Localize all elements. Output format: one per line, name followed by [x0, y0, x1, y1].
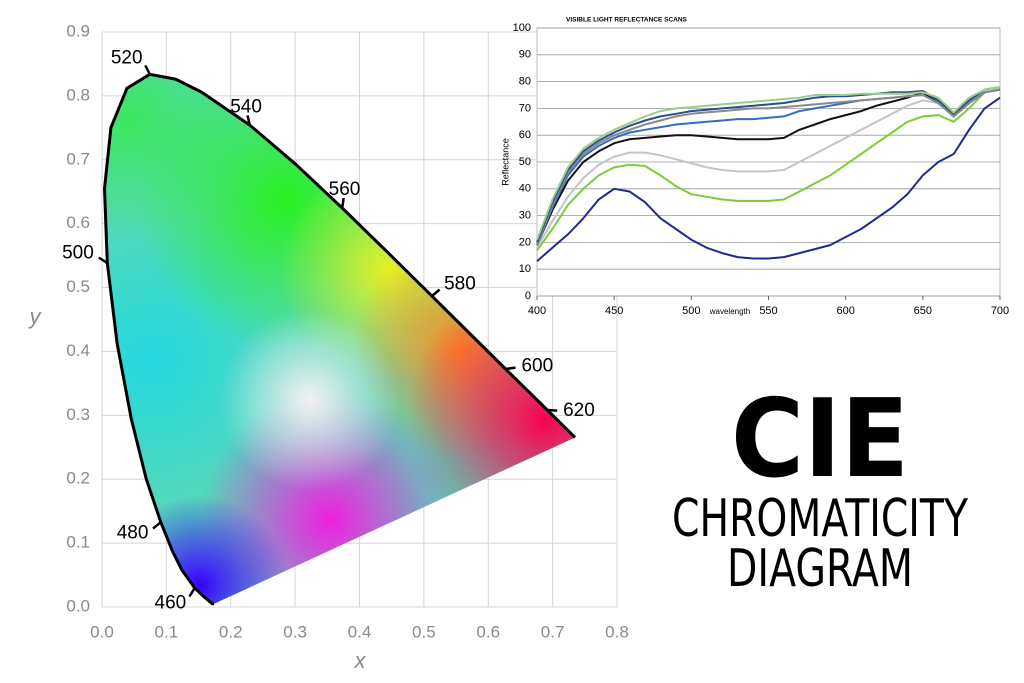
x-tick-label: 0.7: [541, 622, 565, 641]
wavelength-label: 460: [155, 592, 187, 613]
wavelength-tick: [431, 288, 441, 298]
y-tick-label: 0: [525, 290, 531, 302]
wavelength-tick: [152, 521, 162, 530]
y-tick-label: 60: [519, 129, 531, 141]
y-tick-label: 40: [519, 183, 531, 195]
y-tick-label: 90: [519, 49, 531, 61]
x-tick-label: 0.2: [219, 622, 243, 641]
series-line: [536, 86, 1001, 243]
x-tick-label: 650: [914, 305, 932, 317]
x-tick-label: 600: [836, 305, 854, 317]
y-tick-label: 10: [519, 263, 531, 275]
chart-title: VISIBLE LIGHT REFLECTANCE SCANS: [566, 17, 688, 24]
heading-line3: DIAGRAM: [727, 539, 913, 599]
wavelength-label: 600: [521, 355, 553, 376]
x-tick-label: 0.0: [90, 622, 114, 641]
y-tick-label: 0.7: [66, 149, 90, 168]
series-line: [536, 88, 1001, 251]
y-tick-label: 80: [519, 76, 531, 88]
x-tick-label: 0.8: [605, 622, 629, 641]
series-line: [536, 86, 1001, 241]
x-tick-label: 500: [682, 305, 700, 317]
heading-line1: CIE: [731, 377, 909, 502]
wavelength-label: 520: [111, 47, 143, 68]
y-tick-label: 50: [519, 156, 531, 168]
wavelength-tick: [246, 115, 252, 126]
y-tick-label: 30: [519, 210, 531, 222]
x-tick-label: 0.1: [155, 622, 179, 641]
blob: [220, 310, 400, 490]
y-tick-label: 0.3: [66, 405, 90, 424]
y-tick-label: 70: [519, 102, 531, 114]
y-tick-label: 0.9: [66, 21, 90, 40]
y-tick-label: 0.4: [66, 341, 90, 360]
x-tick-label: 0.4: [348, 622, 372, 641]
y-axis-label: Reflectance: [500, 138, 510, 186]
y-tick-label: 0.2: [66, 469, 90, 488]
x-axis-label: wavelength: [709, 307, 750, 316]
wavelength-label: 580: [444, 273, 476, 294]
wavelength-label: 500: [62, 242, 94, 263]
wavelength-tick: [188, 587, 196, 598]
wavelength-label: 560: [329, 179, 361, 200]
wavelength-tick: [547, 408, 558, 412]
y-tick-label: 0.1: [66, 533, 90, 552]
x-tick-label: 550: [759, 305, 777, 317]
wavelength-tick: [98, 256, 108, 265]
wavelength-tick: [144, 64, 151, 75]
series-line: [536, 96, 1001, 262]
y-tick-label: 20: [519, 236, 531, 248]
line-chart: 0 10 20 30 40 50 60 70 80 90 100 400 450 500 550 600 650…: [500, 17, 1009, 317]
heading-line2: CHROMATICITY: [672, 489, 968, 549]
x-tick-label: 700: [991, 305, 1009, 317]
spectral-locus: [103, 72, 577, 606]
x-tick-label: 400: [528, 305, 546, 317]
y-axis-label: y: [28, 304, 43, 329]
wavelength-tick: [340, 197, 345, 209]
x-axis-label: x: [354, 648, 367, 673]
y-tick-label: 0.5: [66, 277, 90, 296]
y-tick-label: 0.6: [66, 213, 90, 232]
y-tick-label: 100: [513, 22, 531, 34]
wavelength-label: 540: [230, 97, 262, 118]
x-tick-label: 0.6: [476, 622, 500, 641]
blob: [405, 280, 575, 560]
x-tick-label: 450: [605, 305, 623, 317]
wavelength-tick: [505, 366, 516, 371]
series-line: [536, 88, 1001, 246]
wavelength-label: 620: [563, 400, 595, 421]
wavelength-label: 480: [117, 523, 149, 544]
x-tick-label: 0.5: [412, 622, 436, 641]
blob: [104, 74, 250, 240]
series-line: [536, 88, 1001, 249]
x-tick-label: 0.3: [283, 622, 307, 641]
y-tick-label: 0.8: [66, 85, 90, 104]
y-tick-label: 0.0: [66, 596, 90, 615]
